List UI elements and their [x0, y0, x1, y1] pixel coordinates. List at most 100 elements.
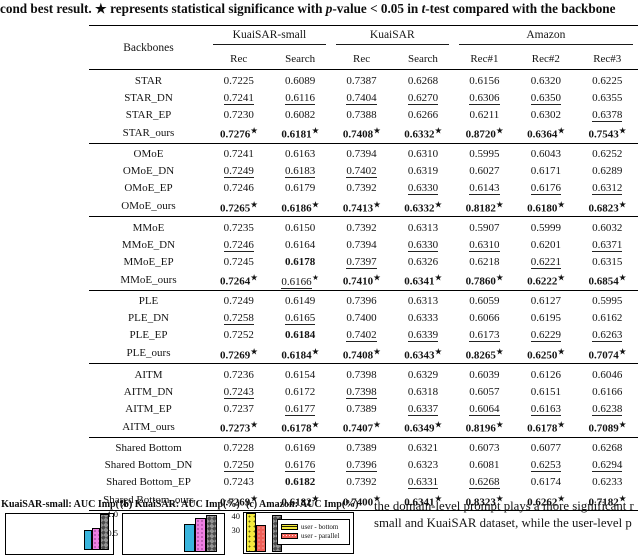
legend-label: user - bottom	[301, 522, 339, 531]
significance-star: ★	[496, 126, 504, 135]
metric-cell: 0.6169	[269, 436, 331, 457]
metric-cell: 0.7236	[208, 363, 270, 383]
metric-cell: 0.6046	[576, 363, 638, 383]
body-text-line-1: the domain-level prompt plays a more sig…	[374, 499, 634, 513]
metric-cell: 0.6178★	[527, 420, 565, 435]
metric-cell: 0.7228	[208, 436, 270, 457]
metric-cell: 0.6253	[530, 459, 561, 472]
metric-cell: 0.6166	[592, 385, 623, 398]
metric-cell: 0.6270	[407, 91, 439, 105]
table-row: OMoE_ours 0.7265★ 0.6186★ 0.7413★ 0.6332★ 0.8…	[89, 197, 638, 217]
metric-cell: 0.6364★	[527, 126, 565, 141]
metric-cell: 0.7269★	[219, 346, 258, 362]
group-header-kuaisar: KuaiSAR	[331, 26, 454, 49]
metric-cell: 0.7413★	[342, 199, 381, 215]
metric-cell: 0.6184	[285, 329, 316, 341]
metric-cell: 0.6143	[469, 182, 500, 195]
metric-cell: 0.6181★	[281, 126, 319, 141]
col-header-rec3: Rec#3	[593, 52, 622, 65]
significance-star: ★	[312, 273, 319, 282]
metric-cell: 0.7241	[223, 91, 254, 105]
backbone-name: AITM_DN	[123, 385, 174, 398]
metric-cell: 0.7258	[223, 312, 254, 325]
table-row: STAR_EP 0.7230 0.6082 0.7388 0.6266 0.6211 0.6…	[89, 106, 638, 123]
backbone-name: PLE_DN	[128, 312, 169, 324]
metric-cell: 0.6032	[576, 216, 638, 236]
metric-cell: 0.6082	[285, 108, 316, 121]
metric-cell: 0.6229	[530, 329, 561, 342]
metric-cell: 0.7402	[346, 329, 377, 342]
backbone-name: MMoE	[89, 216, 208, 236]
metric-cell: 0.6180★	[527, 199, 565, 215]
figure-c-ytick-40: 40	[231, 511, 241, 521]
metric-cell: 0.6341★	[404, 273, 442, 288]
backbone-name: Shared Bottom_DN	[104, 459, 193, 471]
backbone-name: STAR_ours	[122, 126, 175, 139]
significance-star: ★	[312, 346, 319, 356]
metric-cell: 0.6073	[453, 436, 516, 457]
figure-b-ytick-2: 0.5	[107, 528, 118, 538]
backbone-name: MMoE_DN	[121, 238, 176, 251]
table-row: STAR 0.7225 0.6089 0.7387 0.6268 0.6156 0.6320…	[89, 69, 638, 89]
metric-cell: 0.6149	[269, 289, 331, 310]
significance-star: ★	[619, 126, 626, 135]
group-label: Amazon	[458, 26, 633, 45]
metric-cell: 0.7182★	[588, 493, 626, 509]
significance-star: ★	[434, 126, 442, 135]
metric-cell: 0.7543★	[588, 126, 626, 141]
metric-cell: 0.6064	[469, 402, 500, 416]
backbone-name: AITM_EP	[125, 402, 172, 415]
metric-cell: 0.6163	[269, 142, 331, 163]
metric-cell: 0.6126	[515, 363, 577, 383]
metric-cell: 0.8182★	[465, 199, 504, 215]
metric-cell: 0.6343★	[404, 346, 442, 362]
metric-cell: 0.6059	[453, 289, 516, 310]
metric-cell: 0.6178★	[281, 420, 319, 435]
backbone-name: MMoE_EP	[123, 255, 174, 268]
metric-cell: 0.7243	[223, 385, 254, 399]
metric-cell: 0.6201	[530, 238, 561, 251]
metric-cell: 0.7410★	[342, 273, 381, 288]
figure-b-title: (b) KuaiSAR: AUC Imp(%)	[120, 499, 240, 510]
col-header-rec-1: Rec	[230, 52, 248, 65]
metric-cell: 0.6306	[469, 91, 500, 105]
metric-cell: 0.7241	[208, 142, 270, 163]
metric-cell: 0.7235	[208, 216, 270, 236]
metric-cell: 0.6176	[530, 182, 561, 195]
metric-cell: 0.6179	[285, 182, 316, 194]
table-row: PLE_EP 0.7252 0.6184 0.7402 0.6339 0.6173 0.62…	[89, 327, 638, 344]
metric-cell: 0.6173	[469, 329, 500, 342]
metric-cell: 0.7387	[330, 69, 393, 89]
col-header-rec1: Rec#1	[470, 52, 499, 65]
figure-a-bar-magenta	[92, 528, 100, 550]
table-row: Shared Bottom 0.7228 0.6169 0.7389 0.6321 0.6…	[89, 436, 638, 457]
table-row: OMoE_DN 0.7249 0.6183 0.7402 0.6319 0.6027 0.6…	[89, 163, 638, 180]
metric-cell: 0.6312	[592, 182, 623, 195]
backbone-name: OMoE_EP	[124, 182, 173, 194]
figure-c-bar-yellow	[246, 513, 256, 552]
metric-cell: 0.7243	[223, 476, 254, 488]
backbone-name: OMoE_DN	[122, 165, 175, 177]
significance-star: ★	[619, 346, 626, 356]
metric-cell: 0.6195	[530, 312, 561, 324]
metric-cell: 0.6225	[576, 69, 638, 89]
table-row: Shared Bottom_EP 0.7243 0.6182 0.7392 0.6331…	[89, 474, 638, 491]
backbone-name: PLE	[89, 289, 208, 310]
metric-cell: 0.6320	[515, 69, 577, 89]
metric-cell: 0.6238	[592, 402, 623, 416]
metric-cell: 0.6321	[392, 436, 454, 457]
metric-cell: 0.7074★	[588, 346, 626, 362]
metric-cell: 0.6378	[592, 108, 623, 122]
metric-cell: 0.7389	[330, 436, 393, 457]
metric-cell: 0.6854★	[588, 273, 626, 288]
table-row: OMoE_EP 0.7246 0.6179 0.7392 0.6330 0.6143 0.6…	[89, 180, 638, 197]
figure-c-title: (c) Amazon: AUC Imp(%)	[246, 499, 359, 510]
metric-cell: 0.7246	[223, 238, 254, 252]
table-row: MMoE_EP 0.7245 0.6178 0.7397 0.6326 0.6218 0.6…	[89, 253, 638, 270]
metric-cell: 0.5907	[453, 216, 516, 236]
significance-star: ★	[250, 273, 258, 282]
metric-cell: 0.6116	[285, 91, 316, 105]
metric-cell: 0.6066	[469, 312, 500, 324]
metric-cell: 0.6330	[407, 238, 439, 252]
